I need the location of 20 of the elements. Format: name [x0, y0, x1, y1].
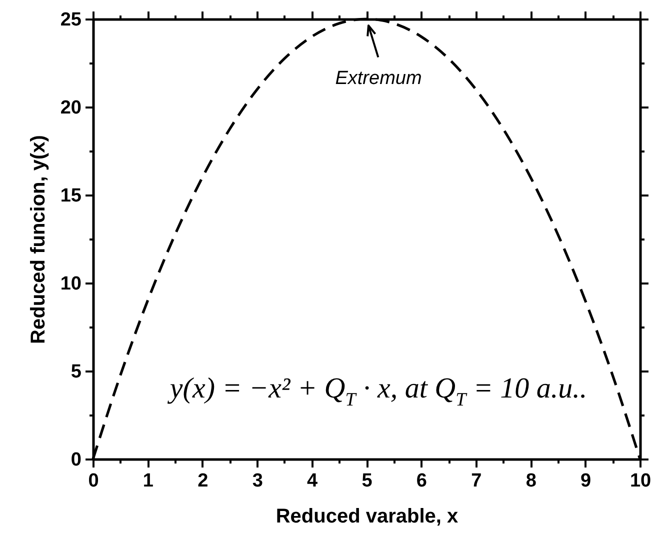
x-tick-label: 3: [252, 470, 263, 492]
x-tick-label: 7: [471, 470, 482, 492]
y-tick-label: 15: [60, 186, 82, 206]
y-tick-label: 25: [60, 10, 82, 30]
y-axis-title: Reduced funcion, y(x): [27, 135, 50, 344]
x-tick-label: 8: [526, 470, 536, 492]
x-tick-label: 10: [630, 470, 652, 492]
y-tick-label: 0: [70, 450, 82, 470]
x-tick-label: 9: [580, 470, 592, 492]
x-tick-label: 0: [88, 470, 99, 492]
x-tick-label: 4: [307, 470, 318, 492]
x-tick-label: 6: [416, 470, 427, 492]
annotation: Extremum: [335, 68, 422, 89]
x-tick-label: 5: [362, 470, 373, 492]
x-axis-title: Reduced varable, x: [276, 506, 458, 528]
y-tick-label: 20: [60, 98, 82, 118]
y-tick-label: 5: [70, 362, 82, 382]
y-tick-label: 10: [60, 274, 82, 294]
x-tick-label: 1: [142, 470, 154, 492]
x-tick-label: 2: [198, 470, 208, 492]
